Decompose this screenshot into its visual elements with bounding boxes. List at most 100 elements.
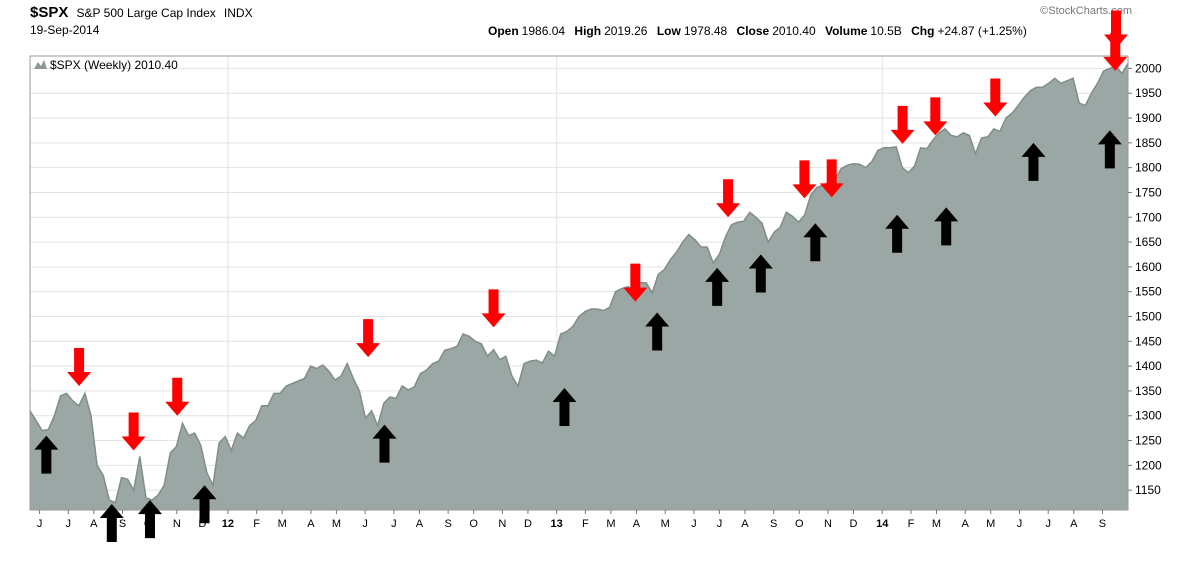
- y-tick-label: 1250: [1135, 434, 1162, 448]
- annotation-arrows: [34, 10, 1128, 543]
- copyright-icon: ©: [1040, 5, 1049, 17]
- price-line: [29, 63, 1129, 504]
- close-label: Close: [736, 24, 770, 38]
- down-arrow: [165, 377, 190, 416]
- x-tick-label: A: [962, 518, 970, 530]
- x-tick-label: A: [90, 518, 98, 530]
- up-arrow: [803, 223, 828, 262]
- legend-area-icon: [34, 60, 47, 69]
- y-tick-label: 1700: [1135, 210, 1162, 224]
- y-tick-label: 1850: [1135, 136, 1162, 150]
- x-tick-label: S: [444, 518, 451, 530]
- up-arrow: [552, 387, 577, 426]
- close-value: 2010.40: [772, 24, 816, 38]
- x-tick-label: O: [795, 518, 804, 530]
- up-arrow: [137, 500, 162, 539]
- up-arrow: [34, 435, 59, 474]
- x-tick-label: J: [1017, 518, 1023, 530]
- up-arrow: [1021, 142, 1046, 181]
- x-tick-label: M: [606, 518, 615, 530]
- y-tick-label: 1450: [1135, 334, 1162, 348]
- x-tick-label: A: [307, 518, 315, 530]
- y-tick-label: 1350: [1135, 384, 1162, 398]
- x-tick-label: J: [66, 518, 72, 530]
- x-tick-label: M: [932, 518, 941, 530]
- x-tick-label: 14: [876, 518, 889, 530]
- down-arrow: [481, 289, 506, 328]
- y-tick-label: 2000: [1135, 61, 1162, 75]
- down-arrow: [121, 412, 146, 451]
- x-tick-label: A: [416, 518, 424, 530]
- low-value: 1978.48: [683, 24, 728, 38]
- x-tick-label: N: [824, 518, 832, 530]
- x-tick-label: S: [770, 518, 777, 530]
- y-tick-label: 1900: [1135, 111, 1162, 125]
- y-tick-label: 1500: [1135, 309, 1162, 323]
- chg-label: Chg: [911, 24, 935, 38]
- low-label: Low: [656, 24, 681, 38]
- exchange-label: INDX: [223, 6, 253, 20]
- legend-label: $SPX (Weekly) 2010.40: [50, 58, 178, 72]
- up-arrow: [885, 214, 910, 253]
- y-tick-label: 1300: [1135, 409, 1162, 423]
- y-tick-label: 1800: [1135, 161, 1162, 175]
- y-tick-label: 1650: [1135, 235, 1162, 249]
- x-tick-label: N: [498, 518, 506, 530]
- up-arrow: [1097, 130, 1122, 169]
- x-tick-label: J: [37, 518, 43, 530]
- x-tick-label: M: [278, 518, 287, 530]
- x-tick-label: F: [908, 518, 915, 530]
- x-tick-label: F: [253, 518, 260, 530]
- x-tick-label: N: [173, 518, 181, 530]
- x-tick-label: M: [661, 518, 670, 530]
- up-arrow: [934, 207, 959, 246]
- x-tick-label: D: [524, 518, 532, 530]
- plot-frame: [29, 55, 1129, 511]
- down-arrow: [819, 159, 844, 198]
- y-tick-label: 1150: [1135, 483, 1161, 497]
- down-arrow: [623, 263, 648, 302]
- x-tick-label: J: [362, 518, 368, 530]
- y-tick-label: 1550: [1135, 285, 1162, 299]
- y-tick-label: 1400: [1135, 359, 1162, 373]
- up-arrow: [372, 424, 397, 463]
- x-tick-label: D: [850, 518, 858, 530]
- x-tick-label: 12: [222, 518, 234, 530]
- y-tick-label: 1200: [1135, 458, 1162, 472]
- y-tick-label: 1750: [1135, 185, 1162, 199]
- x-tick-label: J: [691, 518, 697, 530]
- x-tick-label: 13: [551, 518, 563, 530]
- down-arrow: [890, 105, 915, 144]
- volume-label: Volume: [824, 24, 868, 38]
- y-tick-label: 1950: [1135, 86, 1162, 100]
- down-arrow: [923, 97, 948, 136]
- high-label: High: [574, 24, 602, 38]
- x-tick-label: M: [332, 518, 341, 530]
- x-tick-label: J: [717, 518, 723, 530]
- x-tick-label: J: [1045, 518, 1051, 530]
- down-arrow: [1103, 32, 1128, 71]
- x-tick-label: S: [119, 518, 126, 530]
- open-label: Open: [488, 24, 519, 38]
- ohlc-readout: Open 1986.04 High 2019.26 Low 1978.48 Close…: [482, 24, 1027, 38]
- price-area: [30, 63, 1128, 511]
- x-tick-label: J: [391, 518, 397, 530]
- x-tick-label: D: [198, 518, 206, 530]
- down-arrow: [983, 78, 1008, 117]
- legend: $SPX (Weekly) 2010.40: [34, 58, 178, 72]
- down-arrow: [716, 179, 741, 218]
- x-tick-label: F: [582, 518, 589, 530]
- up-arrow: [192, 485, 217, 524]
- index-name: S&P 500 Large Cap Index: [76, 6, 216, 20]
- up-arrow: [748, 254, 773, 293]
- ticker-symbol: $SPX: [30, 4, 69, 21]
- x-tick-label: O: [469, 518, 478, 530]
- y-tick-label: 1600: [1135, 260, 1162, 274]
- down-arrow: [1104, 10, 1128, 49]
- up-arrow: [99, 504, 124, 543]
- open-value: 1986.04: [521, 24, 566, 38]
- x-tick-label: A: [1070, 518, 1078, 530]
- x-axis: JJASOND12FMAMJJASOND13FMAMJJASOND14FMAMJ…: [37, 510, 1106, 530]
- up-arrow: [645, 312, 670, 351]
